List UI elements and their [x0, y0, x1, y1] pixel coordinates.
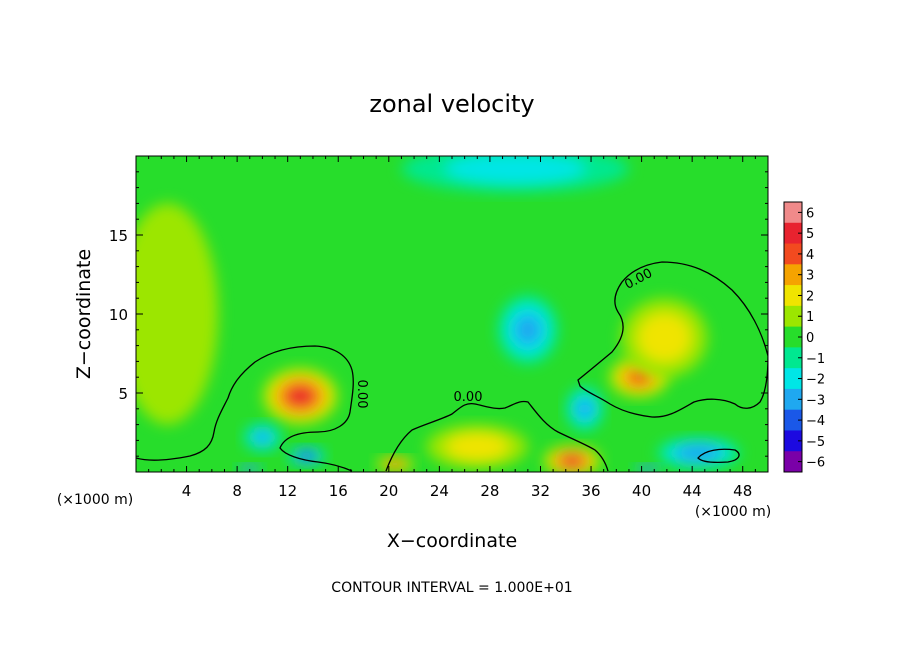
- velocity-feature: [243, 423, 282, 452]
- zero-contours: [136, 261, 768, 472]
- field-level: [563, 456, 581, 466]
- contour-line-center: [385, 400, 609, 472]
- colorbar-swatch: [784, 264, 802, 286]
- x-axis-ticks: 4 8 12 16 20 24 28 32 36 40 44 48: [148, 156, 756, 500]
- y-tick-label: 5: [118, 385, 128, 403]
- x-tick-label: 24: [430, 482, 449, 500]
- velocity-field: [136, 156, 741, 472]
- colorbar-tick-label: 4: [806, 248, 814, 263]
- contour-label: 0.00: [454, 390, 483, 405]
- velocity-feature: [262, 367, 339, 425]
- x-tick-label: 32: [531, 482, 550, 500]
- colorbar-tick-label: 2: [806, 289, 814, 304]
- velocity-feature: [401, 156, 629, 193]
- field-level: [136, 203, 219, 425]
- field-level: [445, 156, 586, 184]
- colorbar-swatch: [784, 326, 802, 348]
- colorbar-tick-label: −4: [806, 414, 825, 429]
- colorbar-swatch: [784, 451, 802, 473]
- x-axis-unit-left: (×1000 m): [57, 492, 133, 508]
- colorbar-tick-label: −1: [806, 352, 825, 367]
- velocity-feature: [376, 456, 415, 472]
- colorbar-swatch: [784, 430, 802, 452]
- field-level: [576, 398, 594, 419]
- field-level: [246, 467, 253, 470]
- field-level: [446, 433, 509, 461]
- colorbar-swatch: [784, 368, 802, 390]
- colorbar-swatch: [784, 388, 802, 411]
- y-tick-label: 10: [109, 306, 128, 324]
- field-level: [388, 461, 402, 467]
- velocity-feature: [136, 203, 219, 425]
- velocity-feature: [237, 464, 263, 472]
- field-level: [514, 314, 542, 346]
- velocity-feature: [543, 445, 602, 472]
- contour-interval-note: CONTOUR INTERVAL = 1.000E+01: [331, 580, 572, 596]
- colorbar-tick-label: −3: [806, 393, 825, 408]
- velocity-feature: [565, 386, 604, 431]
- colorbar-tick-label: 0: [806, 331, 814, 346]
- colorbar-tick-label: 3: [806, 269, 814, 284]
- velocity-feature: [287, 446, 326, 466]
- colorbar-swatch: [784, 305, 802, 328]
- colorbar-tick-label: 6: [806, 206, 814, 221]
- x-axis-label: X−coordinate: [387, 530, 517, 552]
- velocity-feature: [621, 298, 708, 378]
- chart-title: zonal velocity: [369, 90, 534, 118]
- x-tick-label: 16: [329, 482, 348, 500]
- field-level: [301, 453, 313, 459]
- x-tick-label: 28: [480, 482, 499, 500]
- colorbar-swatch: [784, 347, 802, 369]
- x-tick-label: 48: [733, 482, 752, 500]
- x-tick-label: 40: [632, 482, 651, 500]
- x-tick-label: 20: [379, 482, 398, 500]
- colorbar: 6 5 4 3 2 1 0 −1 −2 −3 −4 −5 −6: [783, 201, 825, 473]
- velocity-feature: [656, 437, 741, 469]
- contour-line-left-cell: [136, 345, 354, 472]
- y-tick-label: 15: [109, 227, 128, 245]
- colorbar-tick-label: 5: [806, 227, 814, 242]
- field-level: [683, 447, 713, 459]
- field-level: [289, 388, 312, 405]
- x-axis-unit-right: (×1000 m): [695, 504, 771, 520]
- velocity-feature: [426, 424, 528, 469]
- y-axis-label: Z−coordinate: [73, 249, 95, 379]
- velocity-feature: [497, 295, 559, 365]
- x-tick-label: 36: [581, 482, 600, 500]
- colorbar-swatch: [784, 243, 802, 265]
- field-level: [637, 313, 691, 363]
- contour-line-small-loop: [697, 448, 740, 464]
- colorbar-swatch: [784, 202, 802, 224]
- x-tick-label: 8: [232, 482, 242, 500]
- colorbar-tick-label: −5: [806, 435, 825, 450]
- colorbar-tick-label: −6: [806, 456, 825, 471]
- y-axis-ticks: 5 10 15: [109, 171, 768, 457]
- colorbar-tick-label: 1: [806, 310, 814, 325]
- x-tick-label: 44: [683, 482, 702, 500]
- colorbar-swatch: [784, 222, 802, 245]
- x-tick-label: 4: [182, 482, 192, 500]
- colorbar-swatch: [784, 409, 802, 431]
- field-level: [644, 467, 652, 470]
- colorbar-swatch: [784, 285, 802, 307]
- colorbar-tick-label: −2: [806, 373, 825, 388]
- x-tick-label: 12: [278, 482, 297, 500]
- plot-area: 0.00 0.00 0.00 4 8 12 16 20 24 28 32 36 40 44 48 51…: [109, 155, 769, 500]
- field-level: [628, 370, 650, 385]
- contour-label: 0.00: [354, 380, 369, 409]
- field-level: [253, 430, 271, 444]
